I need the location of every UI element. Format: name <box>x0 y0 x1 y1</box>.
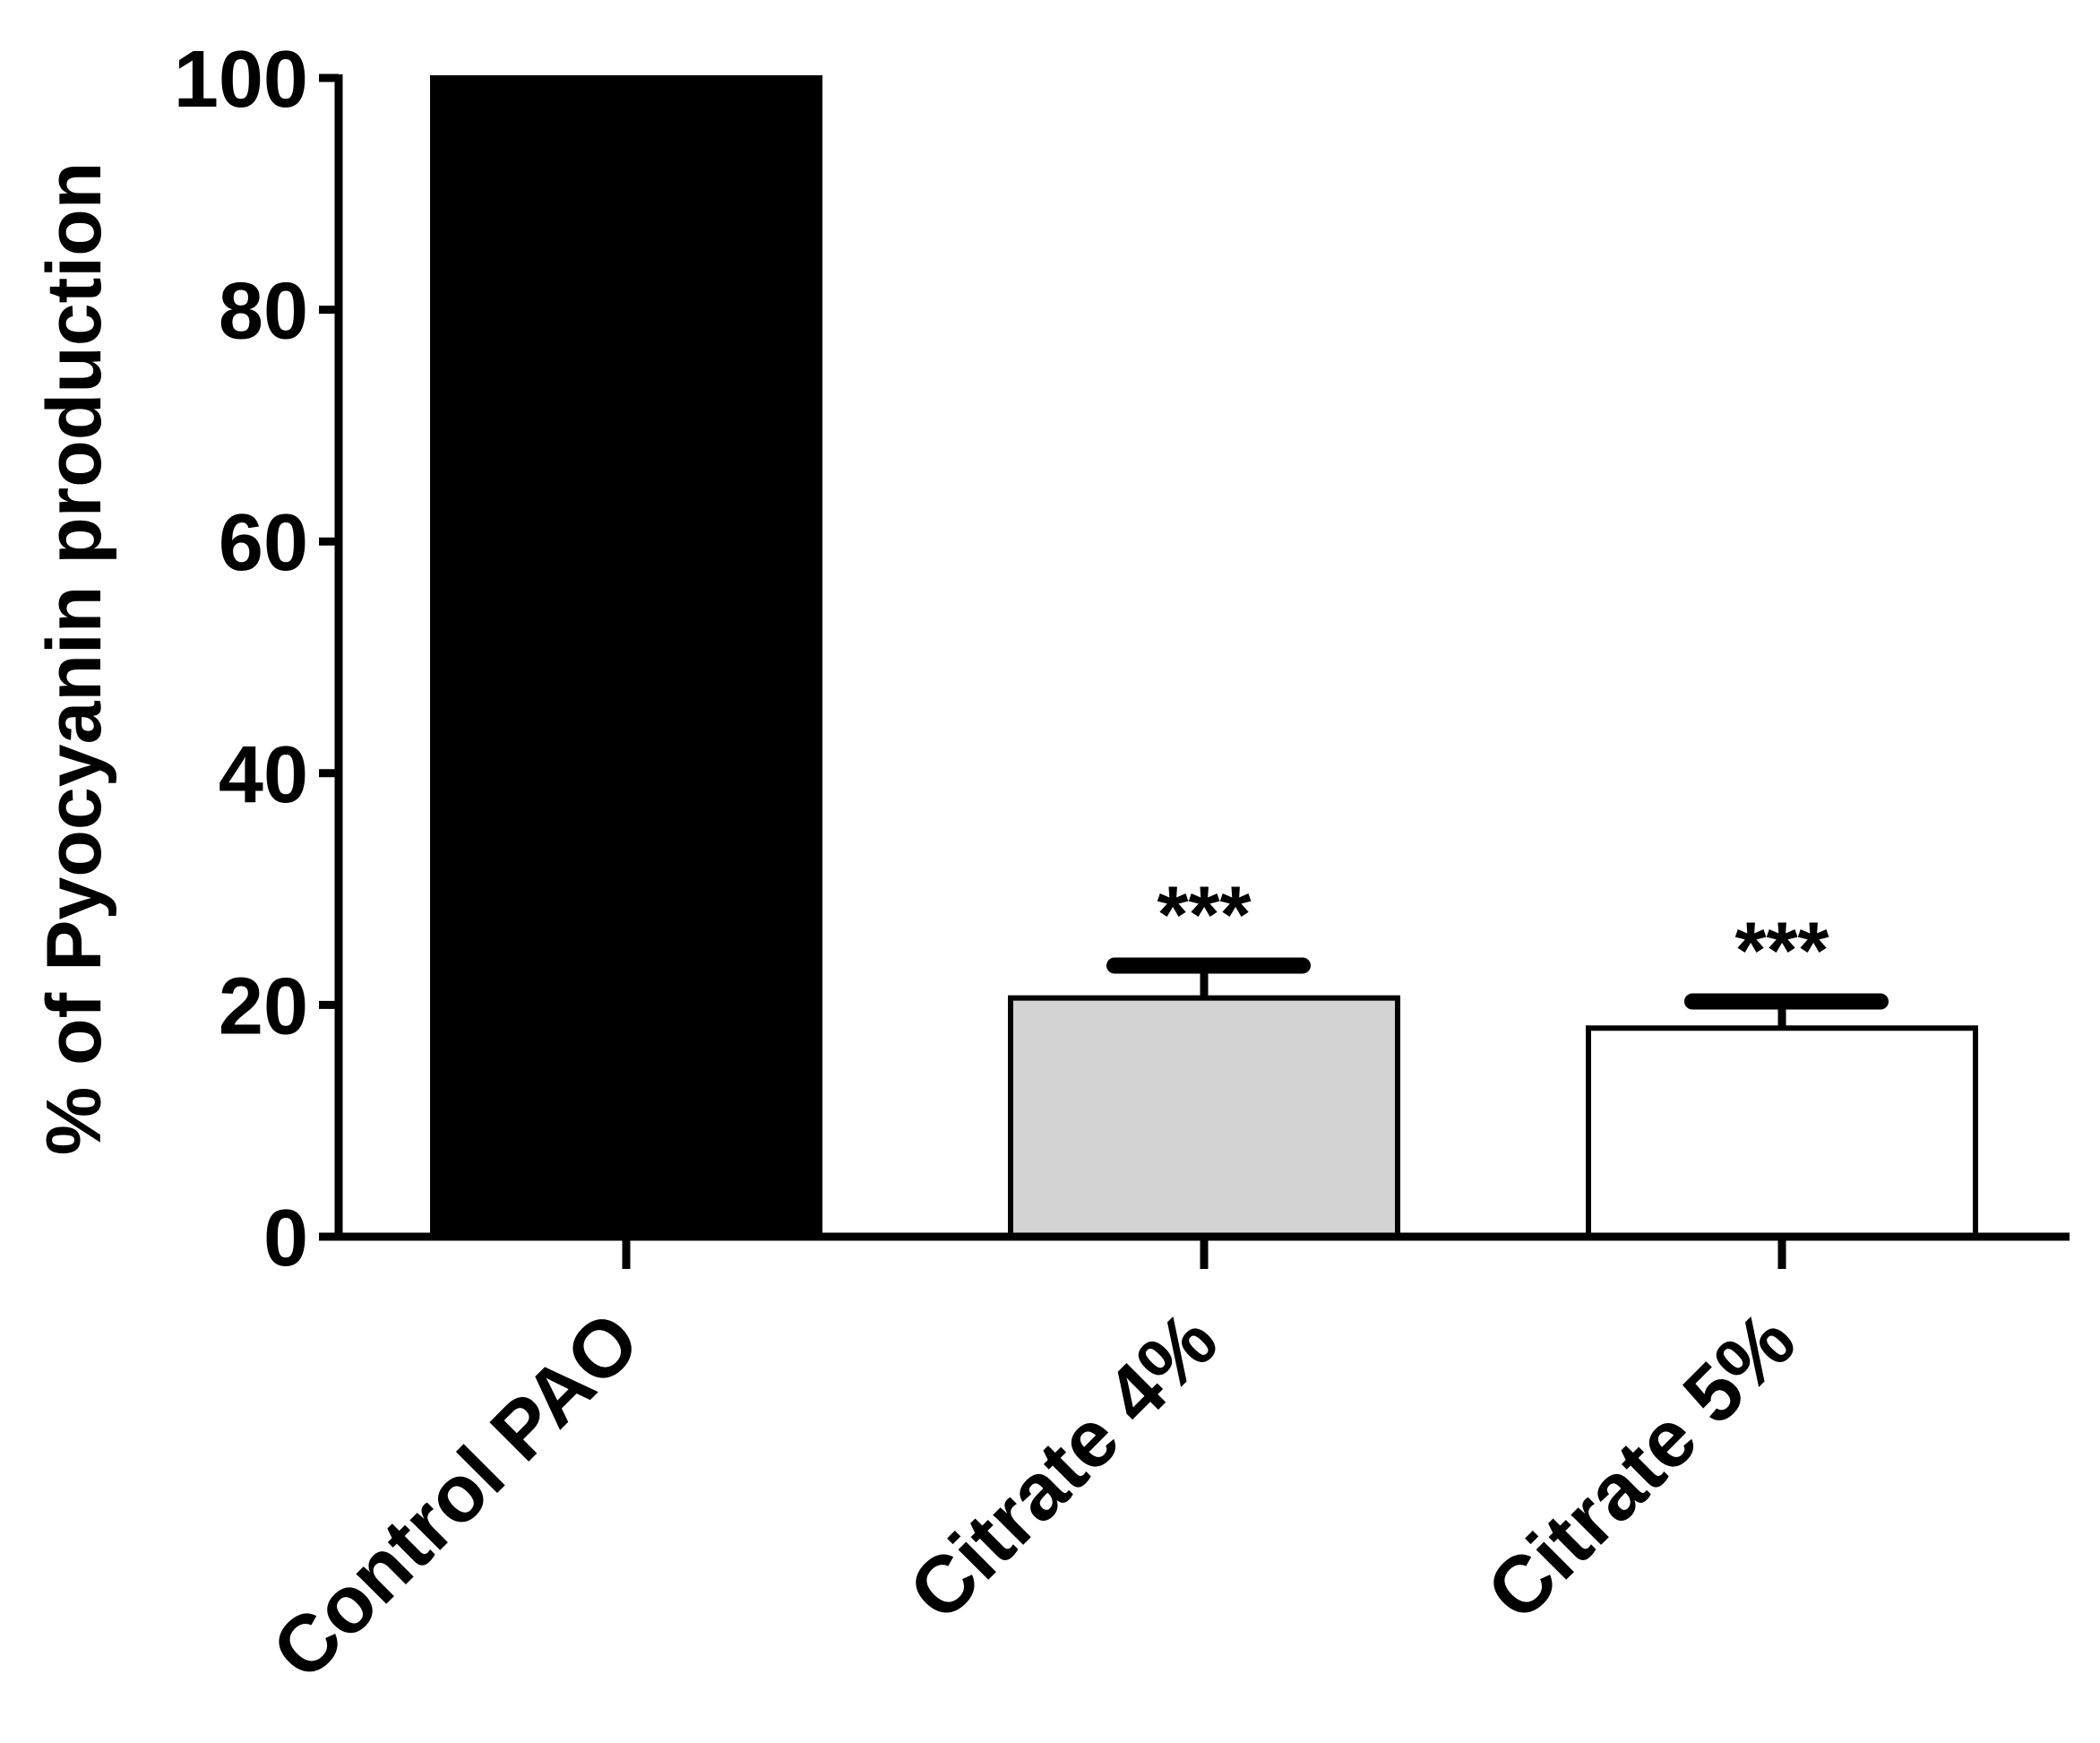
x-tick-label: Citrate 5% <box>1470 1295 1812 1637</box>
y-tick-label: 0 <box>263 1194 308 1283</box>
y-tick-label: 40 <box>219 730 308 820</box>
significance-label: *** <box>1734 907 1829 997</box>
significance-label: *** <box>1157 870 1251 960</box>
y-tick-label: 100 <box>174 35 308 125</box>
x-tick-label: Citrate 4% <box>892 1295 1235 1637</box>
bar <box>1586 1025 1978 1240</box>
y-axis-label: % of Pyocyanin production <box>31 162 117 1156</box>
y-tick-label: 60 <box>219 498 308 588</box>
x-tick-label: Control PAO <box>255 1295 657 1696</box>
bar <box>1008 995 1400 1239</box>
y-tick-label: 80 <box>219 267 308 357</box>
bar <box>430 75 822 1239</box>
y-tick-label: 20 <box>219 962 308 1051</box>
